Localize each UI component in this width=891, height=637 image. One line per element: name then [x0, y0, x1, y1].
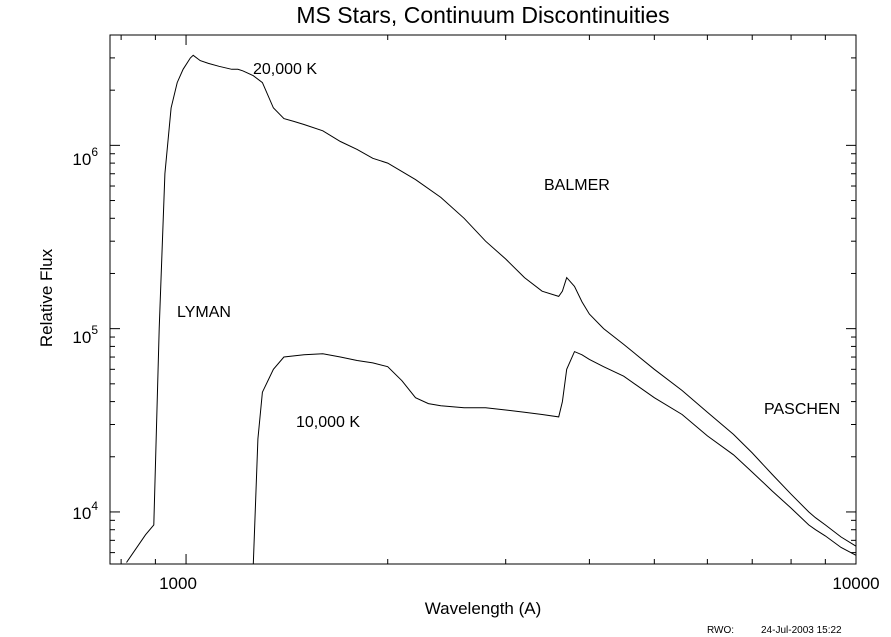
x-axis-label: Wavelength (A) [425, 599, 542, 618]
y-tick-label-1e5: 105 [72, 323, 98, 347]
y-tick-label-1e6: 106 [72, 145, 98, 169]
footer-timestamp: 24-Jul-2003 15:22 [761, 625, 842, 636]
y-axis-label: Relative Flux [37, 248, 56, 347]
x-axis-ticks [120, 35, 857, 564]
y-tick-label-1e4: 104 [72, 499, 98, 523]
series-10000k-line [252, 350, 857, 565]
footer-author: RWO: [707, 625, 734, 636]
x-tick-label-1000: 1000 [159, 574, 197, 593]
plot-frame [109, 34, 857, 565]
annotation-10000k: 10,000 K [296, 414, 360, 431]
annotation-balmer: BALMER [544, 177, 610, 194]
series-20000k-line [126, 54, 857, 563]
x-tick-label-10000: 10000 [832, 574, 879, 593]
chart-title: MS Stars, Continuum Discontinuities [296, 2, 669, 28]
y-axis-ticks [110, 34, 856, 554]
annotation-20000k: 20,000 K [253, 61, 317, 78]
annotation-paschen: PASCHEN [764, 401, 840, 418]
annotation-lyman: LYMAN [177, 304, 231, 321]
